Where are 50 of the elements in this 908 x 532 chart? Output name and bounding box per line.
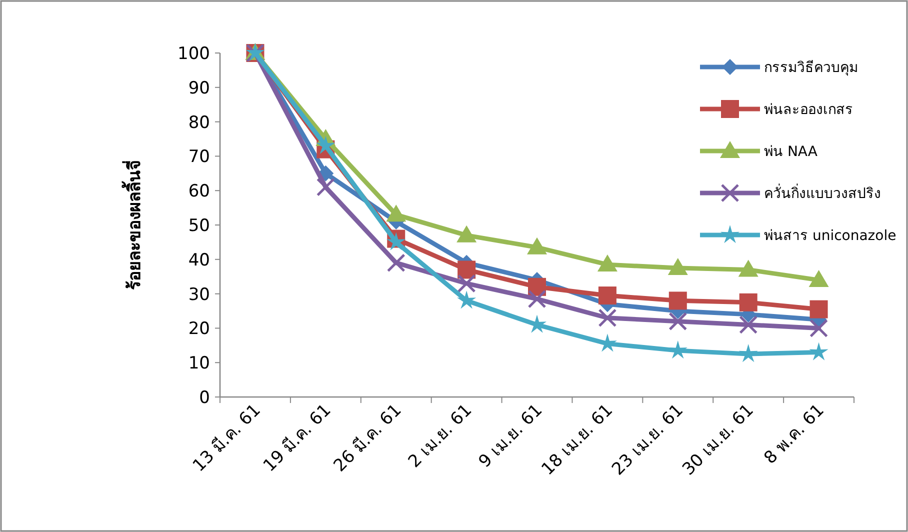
point (738, 344, 758, 362)
y-tick-label: 20 (188, 319, 210, 340)
y-tick-label: 70 (188, 147, 210, 168)
legend-item: พ่น NAA (700, 141, 818, 160)
point (810, 300, 828, 318)
point (528, 290, 546, 308)
point (739, 293, 758, 312)
y-axis-title: ร้อยละของผลลิ้นจี่ (121, 160, 145, 290)
x-tick-label: 8 พ.ค. 61 (760, 400, 828, 468)
point (810, 318, 828, 338)
point (457, 274, 476, 293)
y-tick-label: 10 (188, 354, 210, 374)
point (457, 290, 476, 309)
point (668, 340, 688, 359)
y-tick-label: 90 (188, 78, 210, 98)
x-tick-label: 26 มี.ค. 61 (330, 400, 406, 476)
point (386, 204, 406, 222)
point (668, 292, 687, 310)
legend-label: กรรมวิธีควบคุม (764, 60, 858, 76)
point (598, 286, 616, 305)
legend-item: พ่นสาร uniconazole (700, 225, 896, 244)
legend-label: พ่น NAA (764, 144, 818, 160)
legend-label: พ่นละอองเกสร (764, 102, 853, 118)
point (738, 260, 758, 277)
y-tick-label: 40 (188, 250, 210, 270)
point (808, 270, 829, 288)
point (668, 258, 688, 275)
point (316, 136, 336, 154)
point (739, 316, 758, 334)
point (668, 312, 688, 331)
point (809, 342, 828, 360)
y-tick-label: 100 (178, 44, 210, 64)
legend-item: กรรมวิธีควบคุม (700, 59, 858, 76)
y-tick-label: 30 (188, 284, 210, 305)
point (527, 237, 547, 254)
point (598, 308, 617, 328)
point (458, 260, 476, 279)
point (456, 225, 477, 242)
legend-item: ควั่นกิ่งแบบวงสปริง (700, 184, 881, 202)
legend-label: ควั่นกิ่งแบบวงสปริง (764, 184, 881, 202)
point (597, 254, 618, 272)
x-tick-label: 2 เม.ย. 61 (404, 400, 476, 472)
y-tick-label: 50 (188, 216, 210, 236)
y-tick-label: 80 (188, 112, 210, 133)
legend-label: พ่นสาร uniconazole (764, 228, 896, 244)
point (316, 178, 335, 196)
point (386, 254, 406, 272)
y-tick-label: 60 (188, 182, 210, 202)
y-tick-label: 0 (199, 388, 210, 408)
legend-item: พ่นละอองเกสร (700, 100, 853, 118)
